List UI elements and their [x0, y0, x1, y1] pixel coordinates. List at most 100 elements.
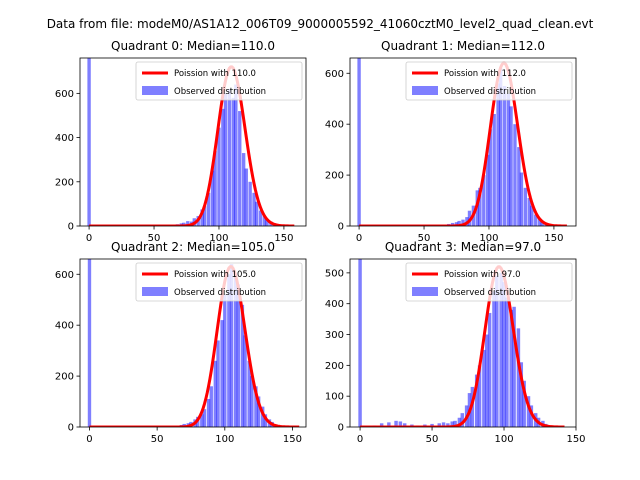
y-tick-label: 0 [68, 423, 74, 434]
quadrant-0-title: Quadrant 0: Median=110.0 [111, 39, 275, 53]
histogram-bar [398, 421, 403, 427]
histogram-bar [487, 312, 492, 427]
histogram-bar [502, 282, 506, 427]
legend-box [135, 61, 303, 101]
histogram-bar [516, 328, 521, 427]
y-tick-label: 600 [55, 270, 74, 281]
x-tick-label: 50 [151, 434, 164, 445]
quadrant-3-title: Quadrant 3: Median=97.0 [385, 240, 541, 254]
y-tick-label: 0 [338, 423, 344, 434]
legend-box [405, 61, 573, 101]
histogram-bar [263, 414, 268, 427]
histogram-bar [492, 291, 496, 427]
histogram-bar [240, 304, 245, 427]
legend-hist-label: Observed distribution [174, 87, 266, 97]
y-tick-label: 200 [325, 171, 344, 182]
histogram-bar [227, 88, 232, 226]
legend: Poission with 105.0 Observed distribution [135, 262, 303, 302]
axes-frame [349, 258, 577, 428]
legend: Poission with 112.0 Observed distribution [405, 61, 573, 101]
histogram-bar [247, 360, 251, 427]
histogram-bar [519, 172, 524, 226]
y-tick-label: 0 [68, 222, 74, 233]
histogram-bar [206, 192, 211, 226]
x-tick-label: 0 [357, 434, 363, 445]
legend: Poission with 110.0 Observed distribution [135, 61, 303, 101]
histogram-bar [446, 423, 450, 427]
histogram-bar [509, 106, 513, 226]
x-tick-label: 50 [426, 434, 439, 445]
y-tick-label: 100 [325, 392, 344, 403]
legend-hist-label: Observed distribution [174, 288, 266, 298]
histogram-bar [200, 414, 204, 427]
histogram-bar [527, 198, 531, 226]
histogram-bar [209, 386, 213, 427]
histogram-bar [505, 297, 509, 427]
histogram-bar [485, 154, 490, 226]
histogram-bar [394, 420, 398, 427]
y-tick-label: 300 [325, 330, 344, 341]
histogram-bar [499, 272, 503, 427]
histogram-bar [252, 192, 256, 226]
histogram-bar [485, 334, 489, 427]
histogram-bar [258, 210, 263, 226]
histogram-bar [540, 220, 544, 226]
histogram-bar [243, 335, 247, 427]
histogram-bar [223, 294, 227, 427]
x-tick-label: 50 [418, 233, 431, 244]
x-tick-label: 0 [356, 233, 362, 244]
poisson-fit-line [360, 265, 565, 427]
legend-box [405, 262, 573, 302]
legend-hist-label: Observed distribution [444, 87, 536, 97]
histogram-bar [213, 360, 218, 427]
histogram-bar [206, 399, 211, 427]
y-tick-label: 200 [55, 372, 74, 383]
legend-box [135, 262, 303, 302]
histogram-bar [478, 187, 482, 226]
quadrant-0-panel: Quadrant 0: Median=110.0 0 50 100 150 0 200 400… [55, 39, 307, 244]
histogram-bar [530, 205, 534, 226]
histogram-bar [502, 86, 507, 226]
histogram-bar [450, 421, 454, 427]
histogram-bar [229, 264, 234, 427]
legend-hist-swatch [412, 86, 438, 95]
histogram-bar [437, 423, 441, 427]
histogram-bar [430, 423, 434, 427]
histogram-bar [387, 422, 391, 427]
histogram-bar [537, 218, 542, 226]
histogram-bar [220, 320, 224, 427]
histogram-bar [186, 221, 190, 226]
legend-hist-swatch [412, 287, 438, 296]
histogram-bar [523, 187, 528, 226]
histogram-bar [216, 340, 220, 427]
histogram-bar [522, 380, 526, 427]
histogram-bar [498, 68, 503, 226]
histogram-bar [519, 362, 524, 427]
axes-frame [349, 57, 577, 227]
histogram-bar [482, 349, 486, 427]
axes-frame [79, 258, 307, 428]
histogram-bar [238, 111, 242, 226]
histogram-bars [357, 58, 568, 226]
histogram-bar [233, 274, 238, 427]
histogram-bar [477, 365, 482, 427]
y-tick-label: 200 [325, 361, 344, 372]
histogram-bar [517, 147, 521, 226]
histogram-bars [358, 259, 565, 427]
legend-fit-label: Poission with 105.0 [174, 270, 256, 280]
x-tick-label: 0 [86, 434, 92, 445]
histogram-bar [495, 275, 499, 427]
legend-hist-label: Observed distribution [444, 288, 536, 298]
histogram-bar [262, 216, 267, 226]
legend-hist-swatch [142, 287, 168, 296]
x-tick-label: 0 [86, 233, 92, 244]
axes-frame [79, 57, 307, 227]
histogram-bar [203, 206, 207, 226]
histogram-bar [512, 306, 516, 427]
y-tick-label: 600 [55, 89, 74, 100]
poisson-fit-line [88, 65, 295, 226]
x-tick-label: 150 [283, 434, 302, 445]
x-tick-label: 50 [148, 233, 161, 244]
histogram-bar [457, 417, 462, 427]
